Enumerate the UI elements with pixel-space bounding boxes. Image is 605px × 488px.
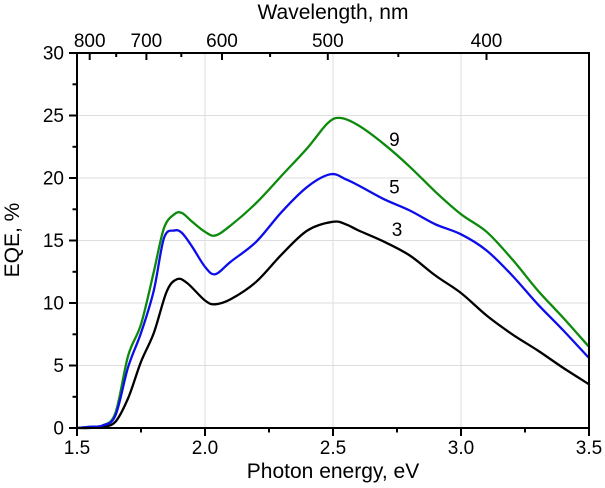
curve-9 — [75, 116, 591, 430]
top-tick-label: 800 — [74, 31, 106, 52]
chart-plot-area: 1.5 2.0 2.5 3.0 3.5 0 5 10 15 20 25 30 800 700 600 500 4… — [43, 31, 602, 459]
top-axis-title: Wavelength, nm — [258, 1, 409, 24]
curve-label-3: 3 — [392, 220, 403, 241]
x-tick-label: 1.5 — [64, 438, 90, 459]
y-axis-title: EQE, % — [1, 203, 24, 278]
y-tick-label: 0 — [53, 419, 64, 440]
curve-3 — [75, 220, 591, 430]
y-tick-label: 20 — [43, 169, 64, 190]
x-tick-label: 2.0 — [192, 438, 218, 459]
top-tick-label: 700 — [131, 31, 163, 52]
top-tick-label: 600 — [206, 31, 238, 52]
x-tick-label: 3.0 — [448, 438, 474, 459]
x-tick-label: 2.5 — [320, 438, 346, 459]
x-axis-title: Photon energy, eV — [247, 460, 419, 483]
curve-label-5: 5 — [389, 177, 400, 198]
curve-label-9: 9 — [389, 130, 400, 151]
curve-5 — [75, 172, 591, 430]
y-tick-label: 30 — [43, 44, 64, 65]
y-tick-label: 25 — [43, 106, 64, 127]
y-tick-label: 15 — [43, 231, 64, 252]
x-tick-label: 3.5 — [576, 438, 602, 459]
y-tick-label: 10 — [43, 294, 64, 315]
top-tick-label: 400 — [471, 31, 503, 52]
y-tick-label: 5 — [53, 356, 64, 377]
top-tick-label: 500 — [312, 31, 344, 52]
